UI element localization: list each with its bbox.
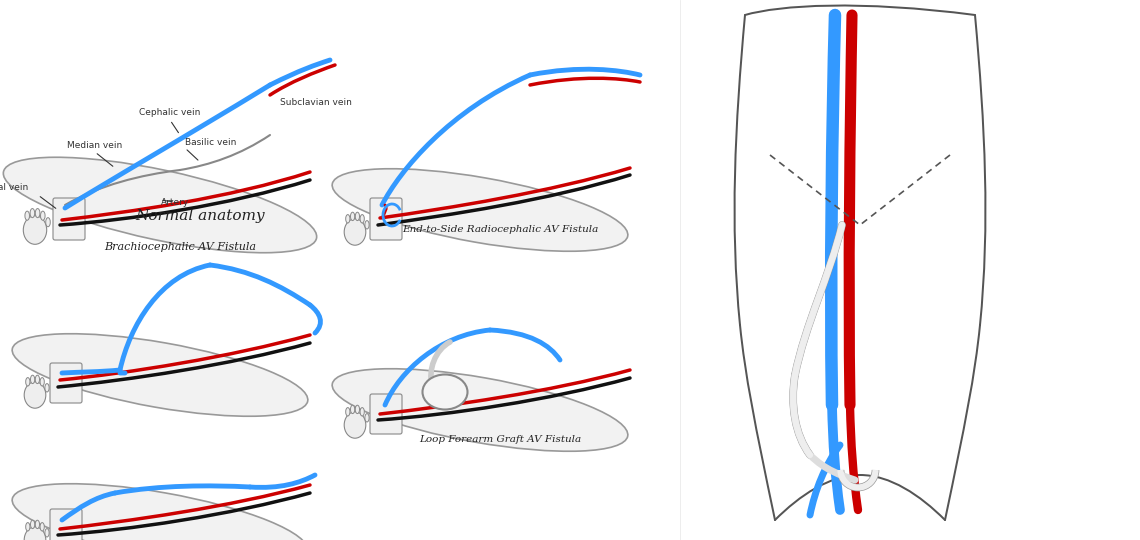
Ellipse shape	[25, 211, 30, 220]
Ellipse shape	[23, 215, 47, 244]
Text: Subclavian vein: Subclavian vein	[280, 98, 352, 107]
Ellipse shape	[345, 214, 350, 223]
Ellipse shape	[35, 375, 40, 383]
Ellipse shape	[365, 221, 369, 229]
Ellipse shape	[350, 212, 355, 221]
Ellipse shape	[13, 484, 308, 540]
Ellipse shape	[360, 408, 365, 416]
Ellipse shape	[30, 208, 34, 218]
Ellipse shape	[31, 520, 34, 529]
Ellipse shape	[332, 168, 628, 251]
Text: Artery: Artery	[161, 198, 189, 207]
Text: Brachiocephalic AV Fistula: Brachiocephalic AV Fistula	[104, 242, 256, 252]
Ellipse shape	[423, 375, 467, 409]
Ellipse shape	[350, 405, 355, 414]
Text: Basilic vein: Basilic vein	[185, 138, 236, 147]
Ellipse shape	[46, 218, 50, 227]
Ellipse shape	[24, 527, 46, 540]
FancyBboxPatch shape	[370, 198, 402, 240]
Ellipse shape	[360, 214, 365, 223]
Ellipse shape	[26, 523, 30, 531]
Ellipse shape	[35, 208, 40, 218]
Ellipse shape	[40, 377, 44, 386]
FancyBboxPatch shape	[50, 509, 82, 540]
Text: Median vein: Median vein	[67, 141, 123, 150]
Ellipse shape	[365, 414, 369, 422]
Ellipse shape	[13, 334, 308, 416]
Ellipse shape	[31, 375, 34, 383]
Ellipse shape	[356, 212, 359, 221]
Ellipse shape	[3, 157, 317, 253]
Ellipse shape	[24, 382, 46, 408]
Ellipse shape	[35, 520, 40, 529]
Text: Radial vein: Radial vein	[0, 183, 28, 192]
Text: End-to-Side Radiocephalic AV Fistula: End-to-Side Radiocephalic AV Fistula	[402, 225, 598, 234]
Ellipse shape	[356, 405, 359, 414]
FancyBboxPatch shape	[52, 198, 86, 240]
Ellipse shape	[345, 408, 350, 416]
Ellipse shape	[344, 219, 366, 245]
Text: Cephalic vein: Cephalic vein	[139, 108, 201, 117]
Ellipse shape	[332, 369, 628, 451]
FancyBboxPatch shape	[370, 394, 402, 434]
FancyBboxPatch shape	[50, 363, 82, 403]
Ellipse shape	[44, 529, 49, 537]
Ellipse shape	[344, 412, 366, 438]
Ellipse shape	[26, 377, 30, 386]
Text: Loop Forearm Graft AV Fistula: Loop Forearm Graft AV Fistula	[418, 435, 581, 444]
Text: Normal anatomy: Normal anatomy	[136, 209, 264, 223]
Ellipse shape	[40, 523, 44, 531]
Ellipse shape	[41, 211, 46, 220]
Ellipse shape	[44, 383, 49, 392]
